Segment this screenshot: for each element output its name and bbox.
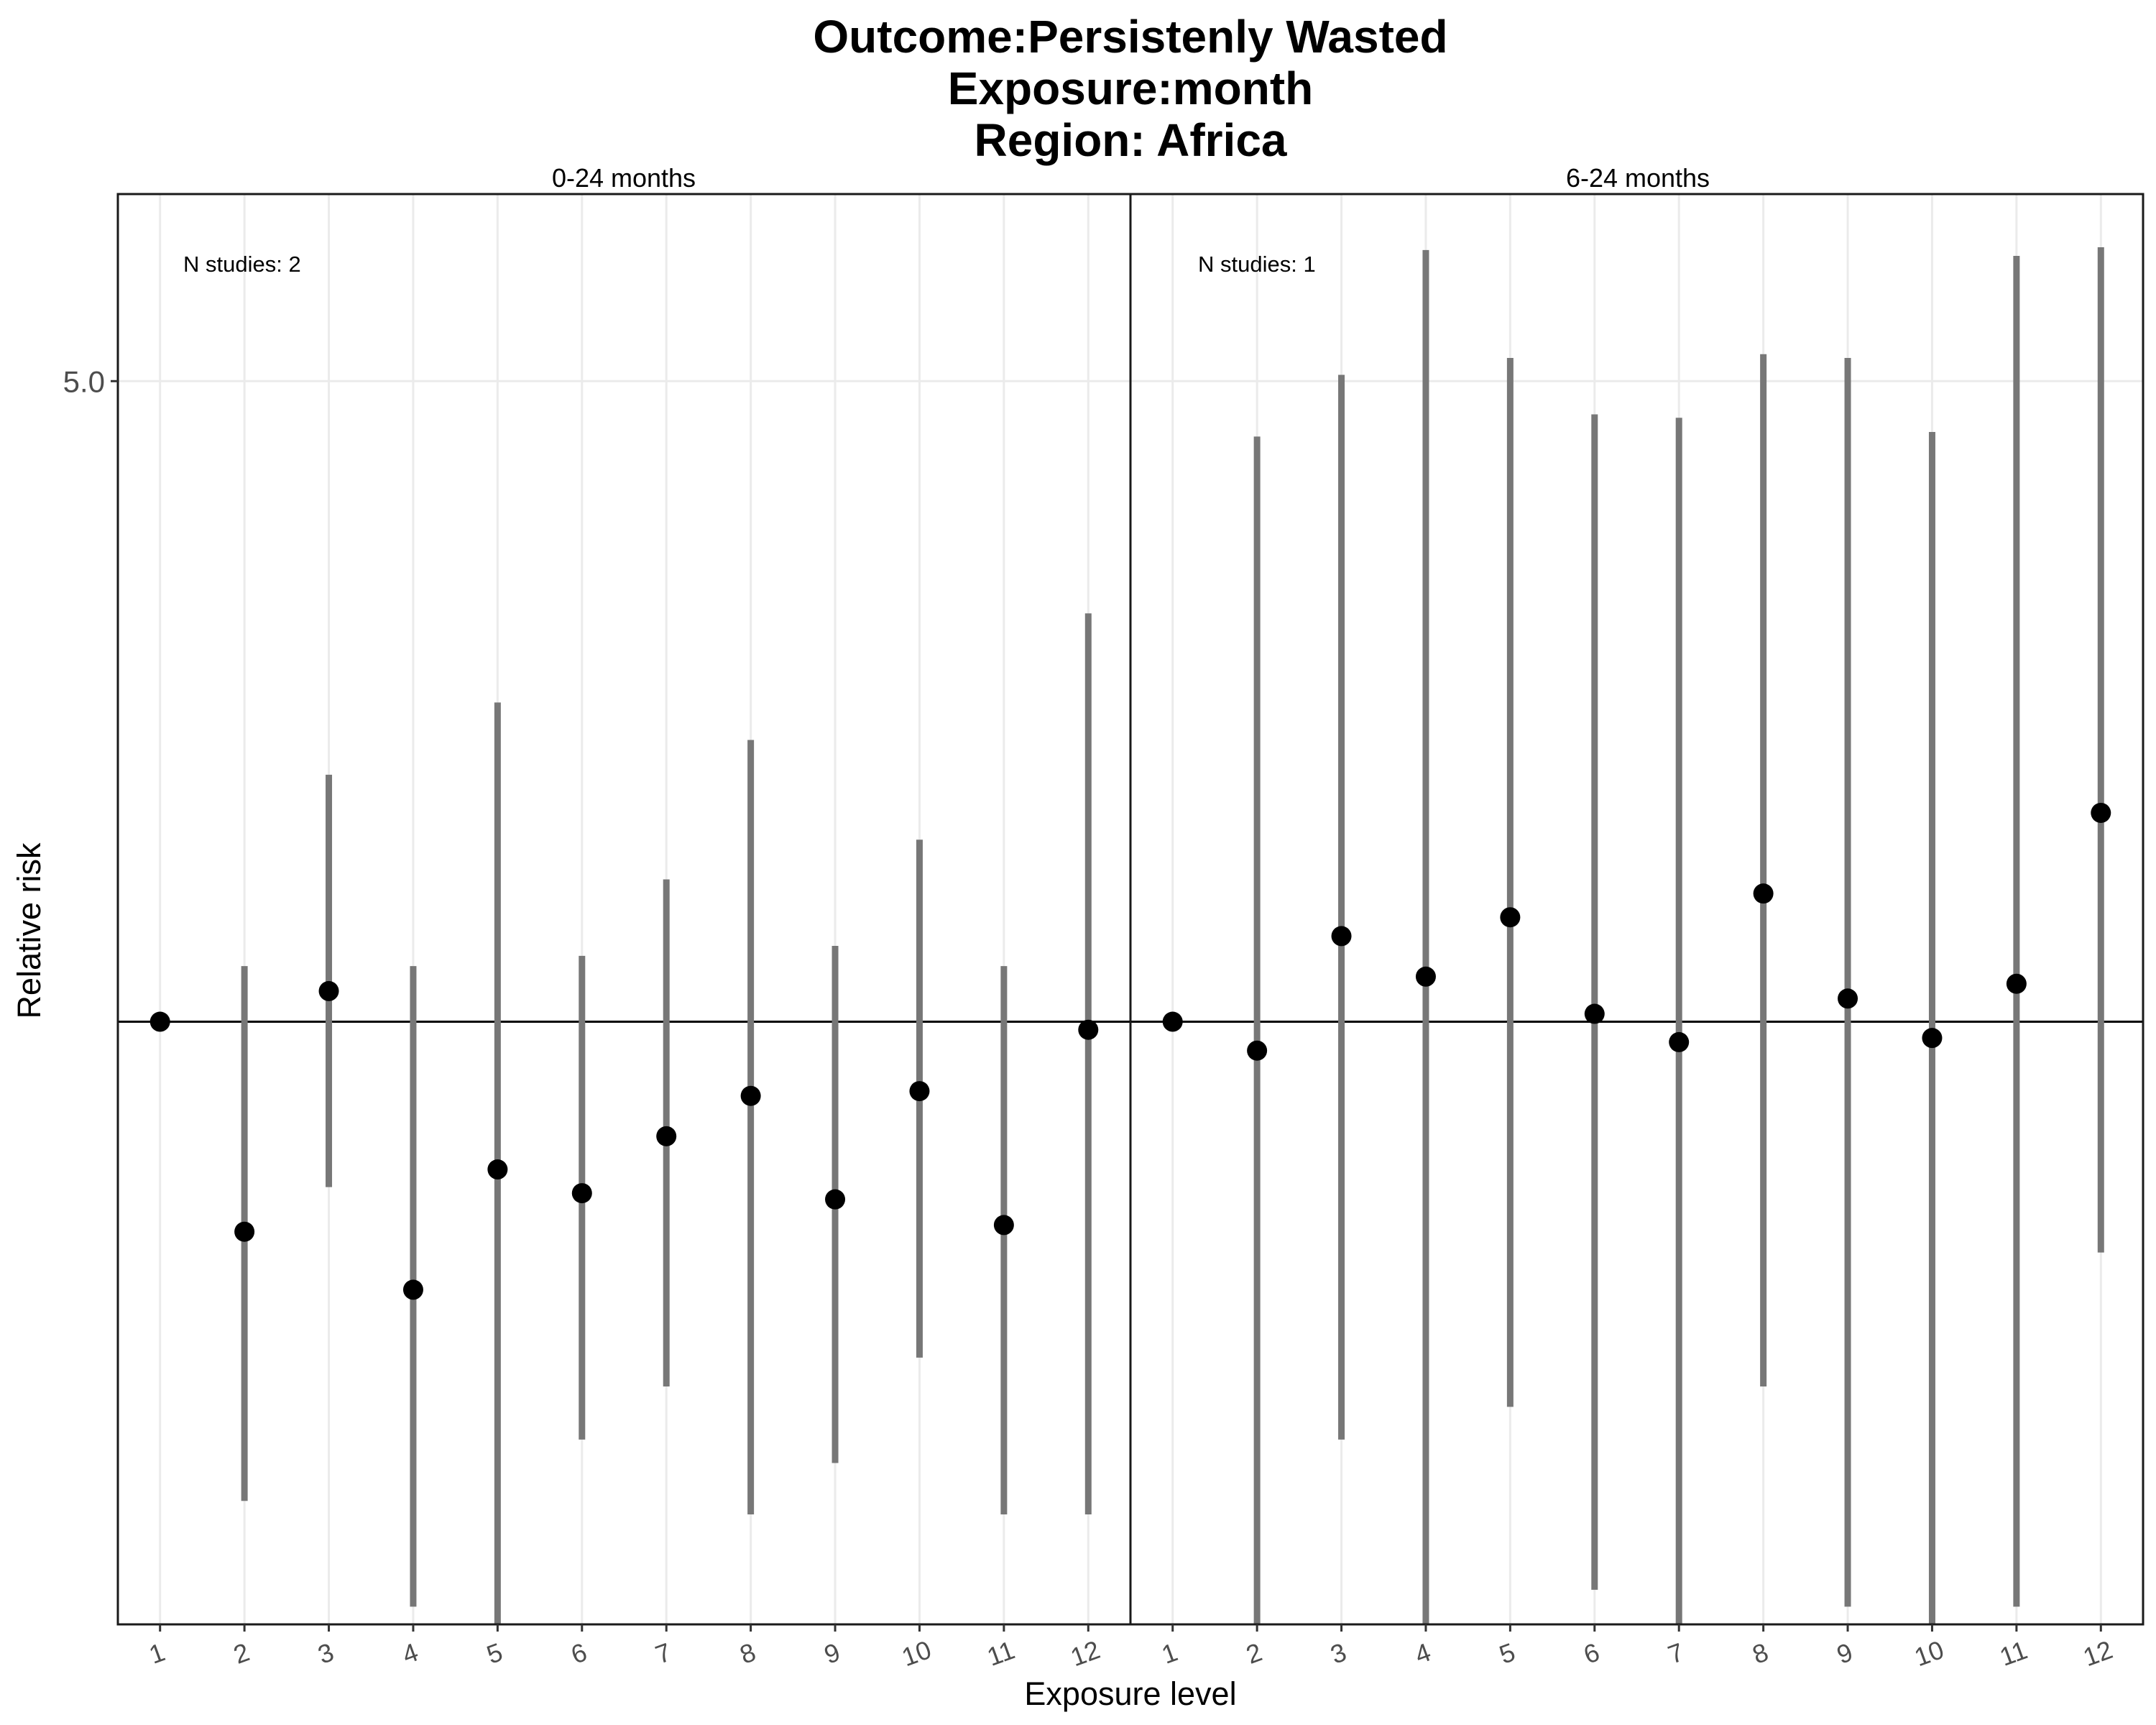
panel-2-point-10 [1922,1028,1943,1049]
panel-1-point-8 [740,1085,761,1106]
panel-1-annotation: N studies: 2 [183,252,301,277]
panel-1: 1 2 3 4 5 6 7 8 9 10 11 12 [116,193,1132,1672]
panel-1-point-5 [487,1159,508,1180]
chart-title-line-2: Exposure:month [948,63,1313,114]
panel-1-point-7 [656,1126,677,1146]
panel-1-point-4 [402,1279,423,1300]
ytick-label: 5.0 [63,364,105,398]
panel-1-point-10 [909,1081,930,1102]
panel-2-border [1129,193,2145,1626]
panel-2-annotation: N studies: 1 [1198,252,1316,277]
panel-2-point-3 [1331,926,1352,947]
panel-2-point-6 [1584,1003,1605,1024]
panel-2-strip-label: 6-24 months [1566,163,1710,193]
panel-1-point-3 [318,980,339,1001]
panel-1-point-6 [571,1183,592,1204]
panel-2-point-2 [1247,1040,1268,1061]
panel-2-point-4 [1415,966,1436,987]
panel-1-point-2 [234,1221,255,1242]
panel-1-point-1 [149,1011,170,1032]
chart-title-line-3: Region: Africa [975,114,1287,166]
panel-1-point-12 [1078,1019,1099,1040]
y-axis: 5.0 [63,364,118,398]
panel-1-strip-label: 0-24 months [552,163,696,193]
panel-2-point-5 [1500,907,1521,928]
panel-1-point-11 [993,1215,1014,1236]
panel-2-point-7 [1669,1031,1690,1052]
panel-2-point-1 [1162,1011,1183,1032]
chart-title-line-1: Outcome:Persistenly Wasted [813,11,1447,63]
y-axis-title: Relative risk [11,842,47,1019]
panel-2-point-9 [1838,988,1858,1009]
panel-1-point-9 [825,1189,846,1210]
panel-2-point-12 [2091,802,2111,823]
x-axis-title: Exposure level [1024,1675,1236,1712]
panel-2-point-11 [2006,973,2027,994]
panel-2-point-8 [1753,883,1774,904]
